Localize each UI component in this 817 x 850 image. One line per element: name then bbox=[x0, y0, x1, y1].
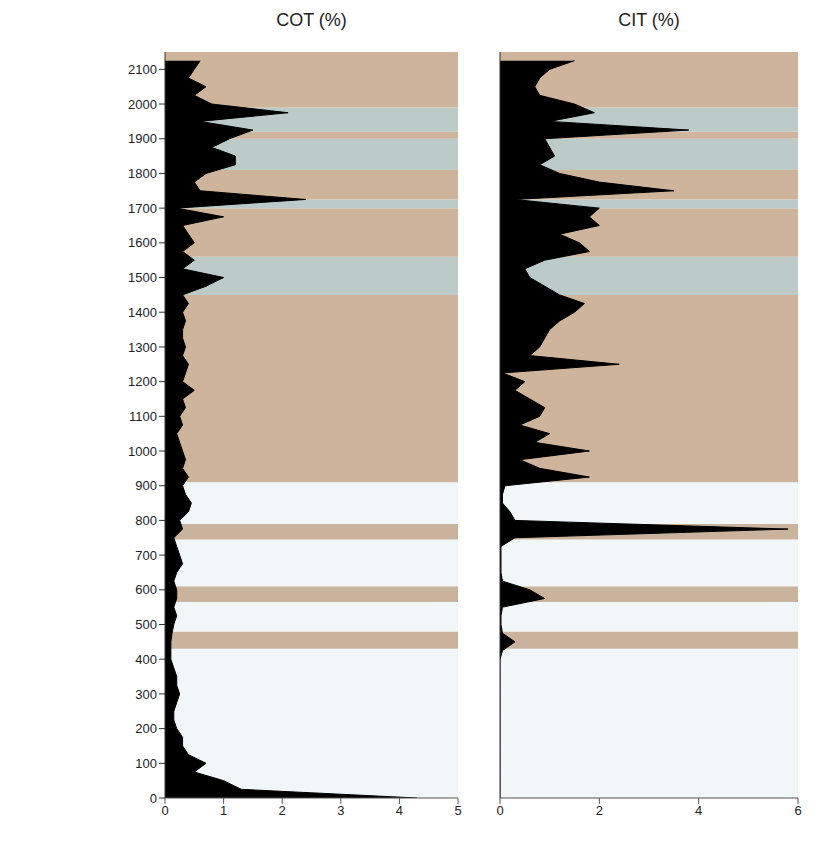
svg-text:1800: 1800 bbox=[128, 166, 157, 181]
svg-text:1: 1 bbox=[220, 803, 227, 818]
svg-text:1600: 1600 bbox=[128, 235, 157, 250]
svg-text:6: 6 bbox=[794, 803, 801, 818]
svg-text:2000: 2000 bbox=[128, 97, 157, 112]
svg-text:1200: 1200 bbox=[128, 374, 157, 389]
svg-text:400: 400 bbox=[135, 652, 157, 667]
svg-text:3: 3 bbox=[337, 803, 344, 818]
html-text:COT (%): COT (%) bbox=[276, 10, 347, 30]
html-text:CIT (%): CIT (%) bbox=[618, 10, 680, 30]
svg-text:1000: 1000 bbox=[128, 444, 157, 459]
svg-text:4: 4 bbox=[695, 803, 702, 818]
svg-text:1300: 1300 bbox=[128, 340, 157, 355]
svg-text:1500: 1500 bbox=[128, 270, 157, 285]
svg-text:0: 0 bbox=[161, 803, 168, 818]
svg-text:1900: 1900 bbox=[128, 131, 157, 146]
svg-text:200: 200 bbox=[135, 721, 157, 736]
svg-text:100: 100 bbox=[135, 756, 157, 771]
svg-text:0: 0 bbox=[496, 803, 503, 818]
svg-text:2: 2 bbox=[279, 803, 286, 818]
svg-text:800: 800 bbox=[135, 513, 157, 528]
svg-text:5: 5 bbox=[454, 803, 461, 818]
svg-text:600: 600 bbox=[135, 582, 157, 597]
svg-text:500: 500 bbox=[135, 617, 157, 632]
svg-text:1100: 1100 bbox=[129, 409, 157, 424]
svg-text:4: 4 bbox=[396, 803, 403, 818]
svg-text:0: 0 bbox=[150, 791, 157, 806]
svg-text:1700: 1700 bbox=[128, 201, 157, 216]
svg-text:2100: 2100 bbox=[128, 62, 157, 77]
svg-text:700: 700 bbox=[135, 548, 157, 563]
svg-text:900: 900 bbox=[135, 478, 157, 493]
svg-text:1400: 1400 bbox=[128, 305, 157, 320]
svg-text:300: 300 bbox=[135, 687, 157, 702]
svg-text:2: 2 bbox=[596, 803, 603, 818]
